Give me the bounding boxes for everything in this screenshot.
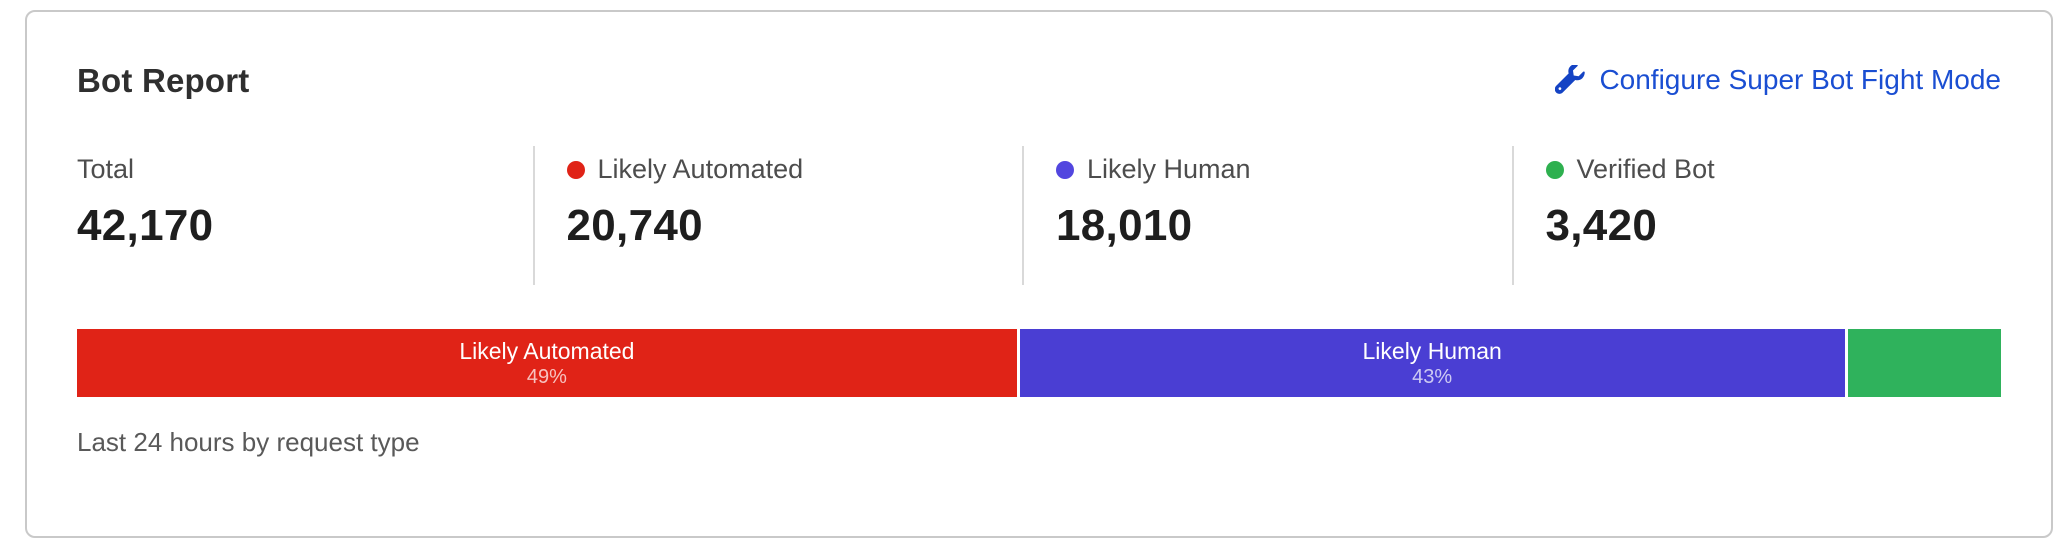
stat-label-row: Verified Bot <box>1545 154 2002 185</box>
bar-segment-percent: 49% <box>526 366 567 388</box>
caption: Last 24 hours by request type <box>77 427 420 457</box>
stat-label: Likely Human <box>1087 154 1251 184</box>
card-header: Bot Report Configure Super Bot Fight Mod… <box>77 62 2001 100</box>
stat-label-row: Total <box>77 154 533 185</box>
bar-segment-likely-human: Likely Human 43% <box>1019 329 1845 397</box>
configure-super-bot-fight-mode-link[interactable]: Configure Super Bot Fight Mode <box>1555 64 2001 96</box>
legend-dot-likely-automated <box>566 160 585 179</box>
bar-segment-label: Likely Automated <box>459 338 635 364</box>
stat-value: 20,740 <box>566 201 703 250</box>
stat-label-row: Likely Automated <box>566 154 1023 185</box>
stat-likely-automated: Likely Automated 20,740 <box>532 146 1023 285</box>
page-title: Bot Report <box>77 62 250 99</box>
legend-dot-verified-bot <box>1545 160 1564 179</box>
legend-dot-likely-human <box>1056 160 1074 179</box>
bar-segment-label: Likely Human <box>1362 338 1502 364</box>
bar-segment-percent: 43% <box>1412 366 1453 388</box>
stat-label-row: Likely Human <box>1056 154 1512 185</box>
configure-link-label: Configure Super Bot Fight Mode <box>1599 64 2001 95</box>
stat-label: Verified Bot <box>1576 154 1715 184</box>
wrench-icon <box>1555 65 1586 95</box>
stacked-bar-chart: Likely Automated 49% Likely Human 43% <box>77 329 2001 397</box>
stat-value: 3,420 <box>1545 201 1658 250</box>
stat-verified-bot: Verified Bot 3,420 <box>1511 146 2002 285</box>
bar-segment-likely-automated: Likely Automated 49% <box>77 329 1017 397</box>
stats-row: Total 42,170 Likely Automated 20,740 Lik… <box>77 146 2001 285</box>
bot-report-card: Bot Report Configure Super Bot Fight Mod… <box>25 10 2053 538</box>
stat-likely-human: Likely Human 18,010 <box>1022 146 1512 285</box>
bar-segment-verified-bot <box>1847 329 2001 397</box>
stat-value: 42,170 <box>77 201 214 250</box>
stat-label: Total <box>77 154 135 184</box>
stat-label: Likely Automated <box>597 154 804 184</box>
stat-total: Total 42,170 <box>77 146 533 285</box>
stat-value: 18,010 <box>1056 201 1193 250</box>
